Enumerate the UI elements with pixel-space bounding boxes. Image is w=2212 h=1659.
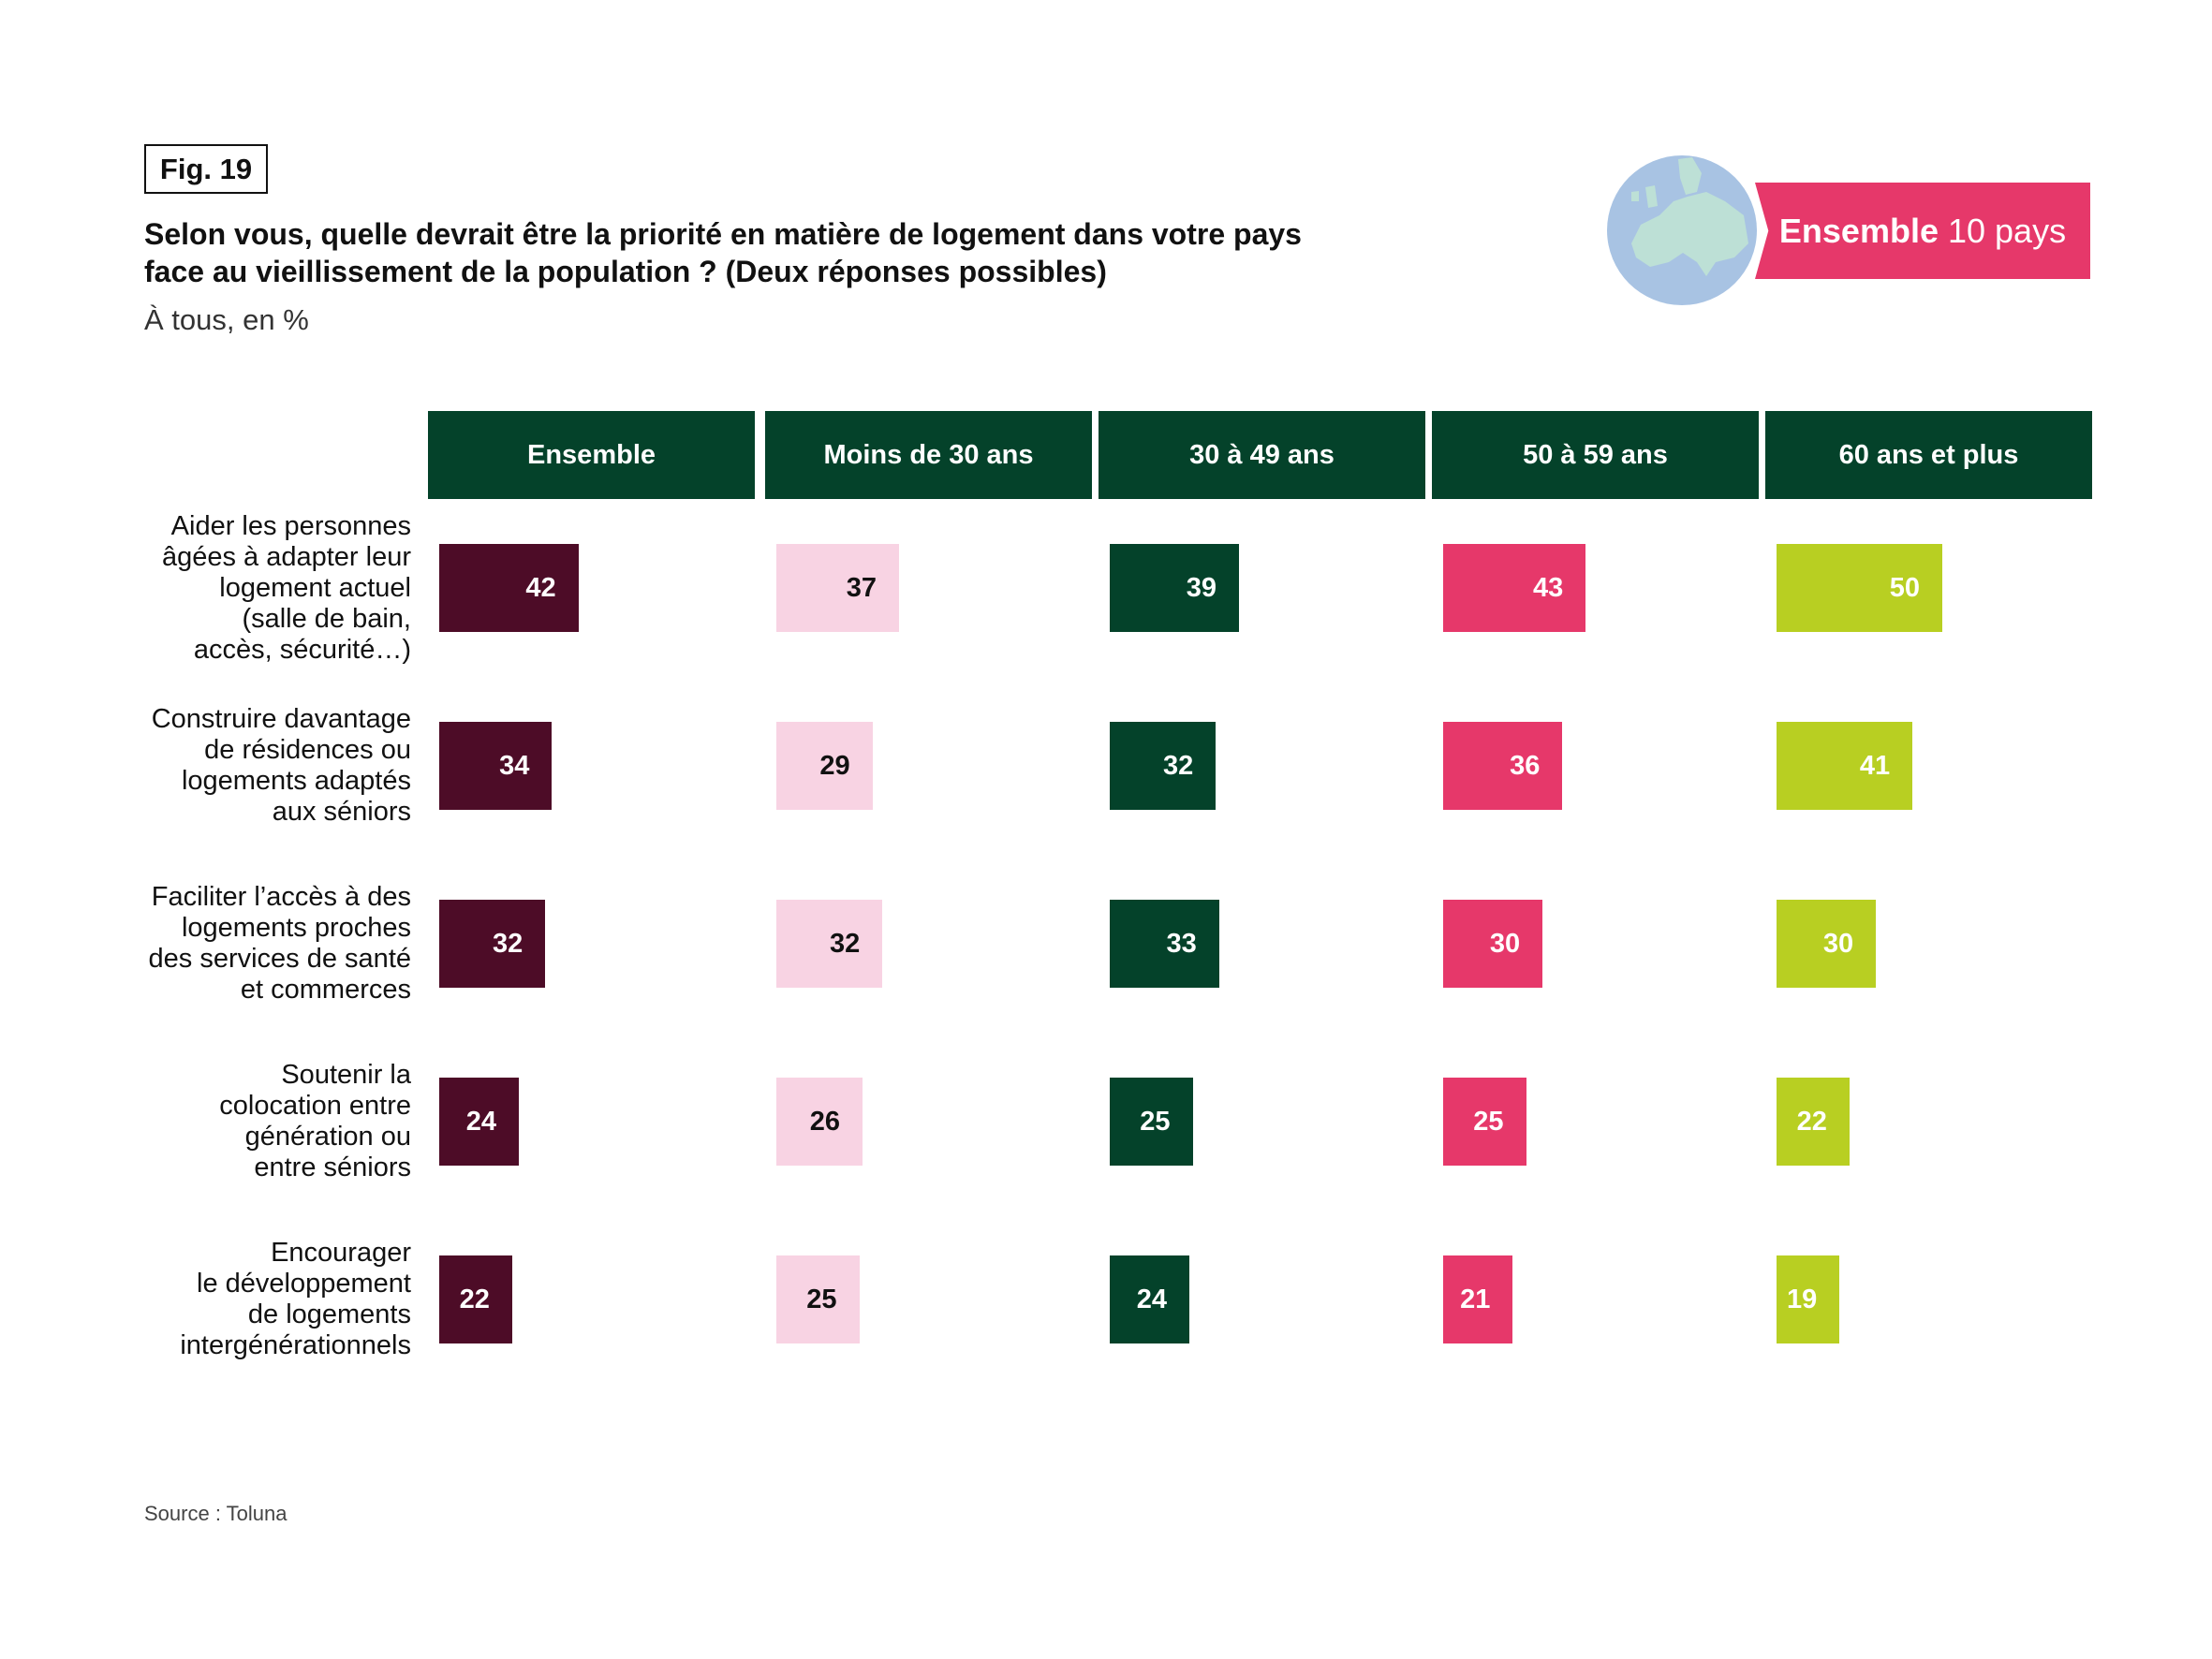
bar: 42 [439, 544, 579, 632]
row-label-line: logement actuel [219, 572, 411, 603]
chart-title: Selon vous, quelle devrait être la prior… [144, 215, 1408, 290]
row-label-line: Aider les personnes [170, 510, 411, 541]
bar-value-label: 22 [459, 1284, 490, 1314]
row-label-line: de logements [247, 1299, 411, 1329]
bar-value-label: 32 [1163, 750, 1194, 781]
bar: 25 [776, 1255, 860, 1343]
bar-value-label: 34 [499, 750, 530, 781]
bar-value-label: 50 [1889, 572, 1920, 603]
bar: 41 [1777, 722, 1913, 810]
bar: 22 [439, 1255, 512, 1343]
bar-value-label: 30 [1489, 928, 1521, 959]
bar: 32 [1110, 722, 1217, 810]
row-label-line: le développement [197, 1269, 411, 1299]
bar: 33 [1110, 900, 1219, 988]
bar: 22 [1777, 1078, 1850, 1166]
bar-value-label: 32 [830, 928, 861, 959]
row-label-line: et commerces [240, 975, 411, 1005]
bar: 24 [439, 1078, 519, 1166]
bar: 29 [776, 722, 873, 810]
title-line: face au vieillissement de la population … [144, 255, 1107, 288]
row-label-line: entre séniors [254, 1152, 411, 1182]
bar-value-label: 39 [1186, 572, 1217, 603]
row-label-line: Faciliter l’accès à des [151, 882, 411, 912]
bar-value-label: 19 [1786, 1284, 1818, 1314]
bar: 39 [1110, 544, 1240, 632]
bar-value-label: 24 [1136, 1284, 1167, 1314]
banner-rest: 10 pays [1947, 211, 2067, 250]
europe-globe-icon [1605, 152, 1762, 309]
row-label-line: intergénérationnels [180, 1330, 411, 1360]
row-label: Construire davantage de résidences ou loge… [94, 704, 411, 828]
bar: 36 [1443, 722, 1563, 810]
bar: 26 [776, 1078, 863, 1166]
bar: 30 [1777, 900, 1877, 988]
bar: 19 [1777, 1255, 1840, 1343]
row-label-line: Soutenir la [281, 1060, 411, 1090]
source-note: Source : Toluna [144, 1502, 288, 1525]
bar-value-label: 25 [1473, 1106, 1504, 1137]
bar: 25 [1443, 1078, 1526, 1166]
row-label-line: des services de santé [148, 944, 411, 974]
bar-value-label: 29 [819, 750, 850, 781]
bar: 32 [776, 900, 883, 988]
chart-subtitle: À tous, en % [144, 303, 309, 336]
row-label: Aider les personnes âgées à adapter leur l… [94, 511, 411, 666]
row-label-line: logements proches [181, 913, 411, 943]
bar: 30 [1443, 900, 1543, 988]
bar-value-label: 26 [809, 1106, 841, 1137]
row-label-line: aux séniors [272, 797, 411, 827]
row-label-line: génération ou [244, 1122, 411, 1152]
row-label: Soutenir la colocation entre génération ou… [94, 1060, 411, 1183]
bar-value-label: 32 [493, 928, 524, 959]
row-label-line: Construire davantage [151, 704, 411, 734]
bar: 34 [439, 722, 553, 810]
title-line: Selon vous, quelle devrait être la prior… [144, 217, 1302, 251]
row-label-line: âgées à adapter leur [161, 541, 411, 572]
bar: 43 [1443, 544, 1586, 632]
bar-value-label: 33 [1166, 928, 1197, 959]
row-label: Encourager le développement de logements in… [94, 1238, 411, 1361]
bar-value-label: 25 [806, 1284, 837, 1314]
row-label-line: de résidences ou [204, 735, 411, 765]
bar-value-label: 25 [1140, 1106, 1171, 1137]
column-header: 50 à 59 ans [1432, 411, 1759, 499]
scope-banner: Ensemble 10 pays [1755, 183, 2090, 279]
bar-value-label: 24 [465, 1106, 496, 1137]
column-header: 60 ans et plus [1765, 411, 2092, 499]
bar: 21 [1443, 1255, 1513, 1343]
bar: 24 [1110, 1255, 1189, 1343]
row-label-line: accès, sécurité…) [193, 634, 411, 665]
bar: 50 [1777, 544, 1942, 632]
row-label-line: colocation entre [219, 1091, 411, 1121]
bar-value-label: 36 [1510, 750, 1541, 781]
bar-value-label: 41 [1859, 750, 1891, 781]
row-label-line: Encourager [271, 1238, 411, 1268]
bar: 32 [439, 900, 546, 988]
row-label-line: logements adaptés [181, 766, 411, 796]
banner-bold: Ensemble [1778, 211, 1939, 250]
column-header: 30 à 49 ans [1099, 411, 1425, 499]
bar: 25 [1110, 1078, 1193, 1166]
column-header: Moins de 30 ans [765, 411, 1092, 499]
column-header: Ensemble [428, 411, 755, 499]
bar-value-label: 21 [1460, 1284, 1491, 1314]
bar-value-label: 42 [525, 572, 556, 603]
bar-value-label: 43 [1532, 572, 1564, 603]
row-label: Faciliter l’accès à des logements proches… [94, 882, 411, 1006]
bar: 37 [776, 544, 899, 632]
bar-value-label: 22 [1796, 1106, 1827, 1137]
bar-value-label: 30 [1822, 928, 1854, 959]
figure-label: Fig. 19 [144, 144, 268, 194]
row-label-line: (salle de bain, [242, 603, 411, 634]
bar-value-label: 37 [846, 572, 877, 603]
